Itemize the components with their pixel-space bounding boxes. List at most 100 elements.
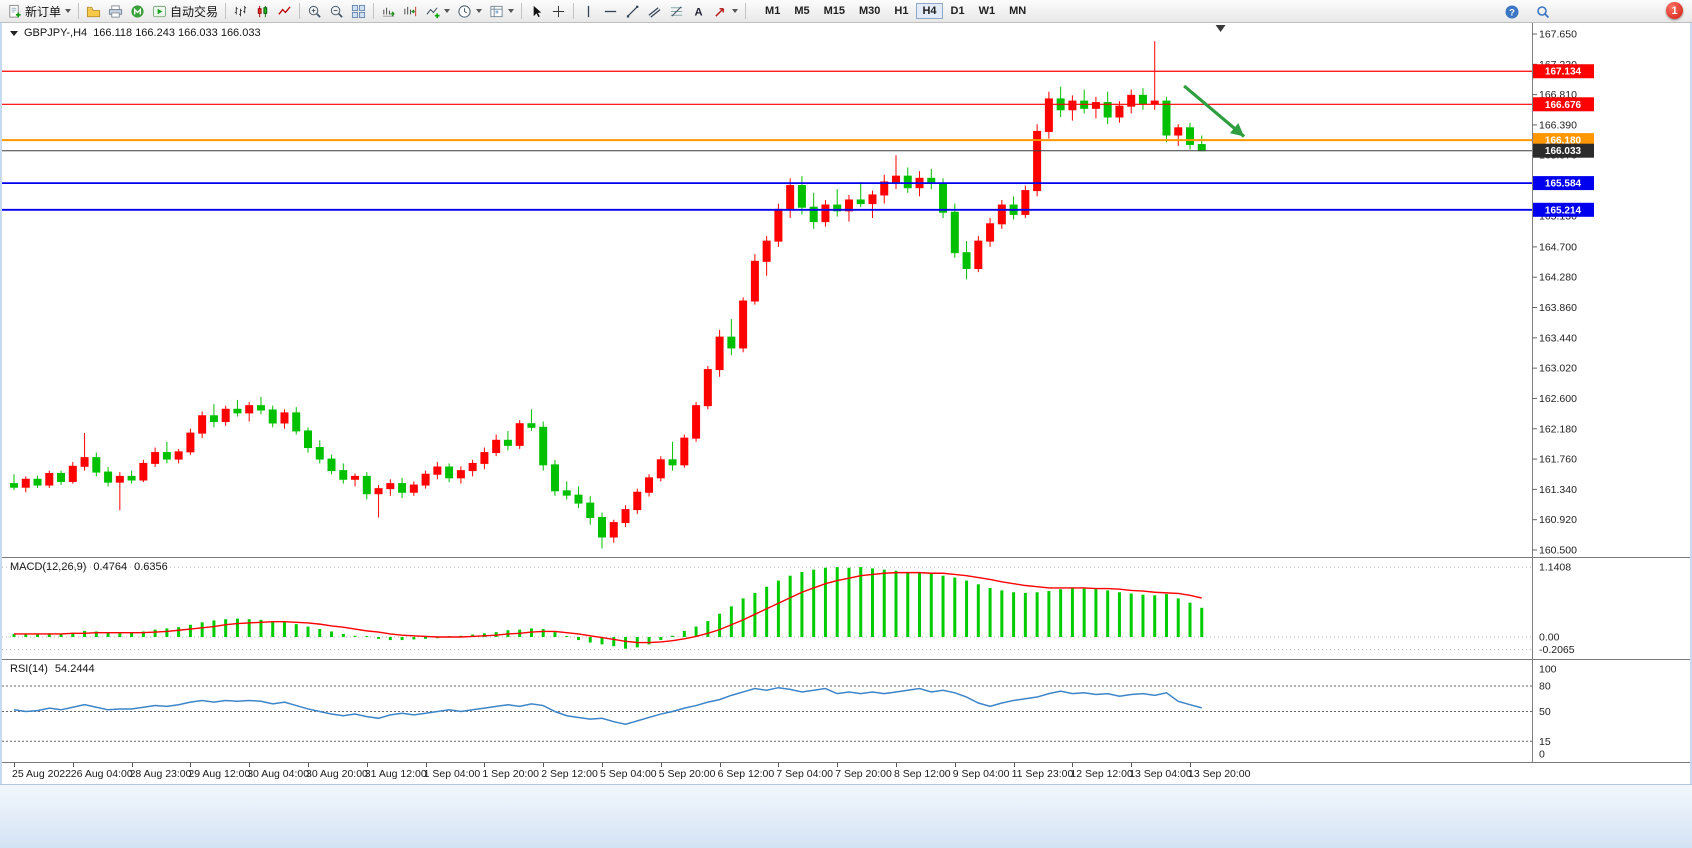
auto-trading-button[interactable]: 自动交易	[149, 2, 221, 21]
price-tick-label: 161.760	[1539, 454, 1577, 466]
arrow-annotation[interactable]	[1183, 84, 1246, 138]
candle	[327, 458, 336, 472]
candle	[950, 211, 959, 254]
macd-label: MACD(12,26,9) 0.4764 0.6356	[10, 561, 168, 573]
profile-button[interactable]	[83, 2, 104, 21]
horizontal-line-button[interactable]	[600, 2, 621, 21]
price-tick-label: 160.500	[1539, 545, 1577, 557]
macd-signal-line	[14, 571, 1202, 644]
rsi-value: 54.2444	[54, 663, 95, 675]
bar-chart-button[interactable]	[230, 2, 251, 21]
time-tick	[1013, 763, 1015, 767]
toolbar-separator	[573, 3, 575, 19]
candle	[127, 475, 136, 481]
tile-windows-button[interactable]	[348, 2, 369, 21]
time-label: 26 Aug 04:00	[70, 768, 133, 780]
candle	[703, 369, 712, 407]
auto-trading-icon	[152, 5, 167, 17]
price-badge	[1533, 64, 1594, 79]
candle	[1127, 94, 1136, 107]
search-button[interactable]	[1532, 2, 1554, 21]
candle	[762, 240, 771, 262]
candle	[1174, 127, 1183, 136]
candle	[1103, 102, 1112, 118]
time-tick	[484, 763, 486, 767]
macd-canvas[interactable]: 1.1408 0.00-0.2065	[2, 557, 1690, 659]
timeframe-mn-button[interactable]: MN	[1009, 5, 1027, 17]
price-tick-label: 164.700	[1539, 241, 1577, 253]
price-badge-label: 167.134	[1545, 67, 1582, 78]
time-tick	[131, 763, 133, 767]
toolbar: 新订单	[0, 0, 1692, 23]
search-icon	[1537, 5, 1550, 18]
line-chart-button[interactable]	[274, 2, 295, 21]
timeframe-w1-button[interactable]: W1	[978, 5, 996, 17]
candle	[503, 439, 512, 446]
candle	[45, 473, 54, 486]
timeframe-h4-button[interactable]: H4	[916, 3, 943, 19]
candle	[750, 260, 759, 302]
print-button[interactable]	[105, 2, 126, 21]
line-chart-icon	[278, 5, 291, 15]
templates-button[interactable]	[486, 2, 517, 21]
candle	[844, 199, 853, 212]
symbol-dropdown-icon[interactable]	[10, 30, 18, 36]
macd-scale-label: 0.00	[1539, 632, 1560, 644]
candle	[92, 457, 101, 473]
vertical-line-button[interactable]	[578, 2, 599, 21]
rsi-panel[interactable]: 100 80 50 15 0 RSI(14) 54.2444	[2, 659, 1690, 762]
zoom-in-button[interactable]	[304, 2, 325, 21]
timeframe-m5-button[interactable]: M5	[794, 5, 810, 17]
rsi-canvas[interactable]: 100 80 50 150	[2, 659, 1690, 762]
candle	[186, 432, 195, 453]
candle	[139, 462, 148, 481]
rsi-scale-label: 0	[1539, 749, 1545, 761]
timeframe-d1-button[interactable]: D1	[950, 5, 965, 17]
cursor-button[interactable]	[526, 2, 547, 21]
time-label: 9 Sep 04:00	[952, 768, 1010, 780]
channel-button[interactable]	[644, 2, 665, 21]
chart-shift-marker[interactable]	[1215, 25, 1226, 32]
candle	[398, 483, 407, 493]
vertical-line-icon	[587, 5, 590, 17]
rsi-line	[13, 686, 1202, 726]
candle	[492, 439, 501, 454]
trendline-button[interactable]	[622, 2, 643, 21]
candle	[856, 199, 865, 205]
fibonacci-button[interactable]	[666, 2, 687, 21]
candle	[80, 457, 89, 467]
candle	[774, 208, 783, 242]
time-label: 31 Aug 12:00	[364, 768, 427, 780]
help-icon: ?	[1505, 5, 1519, 18]
timeframe-m1-button[interactable]: M1	[765, 5, 781, 17]
zoom-out-button[interactable]	[326, 2, 347, 21]
chart-shift-button[interactable]	[400, 2, 421, 21]
main-chart-panel[interactable]: 167.650167.230166.810166.390165.970165.5…	[2, 22, 1690, 557]
new-order-button[interactable]: 新订单	[4, 2, 74, 21]
candle	[1091, 102, 1100, 109]
candlestick-button[interactable]	[252, 2, 273, 21]
periods-button[interactable]	[454, 2, 485, 21]
candle	[221, 408, 230, 423]
time-tick	[425, 763, 427, 767]
timeframe-m30-button[interactable]: M30	[859, 5, 881, 17]
macd-name: MACD(12,26,9)	[10, 561, 87, 573]
candlestick-icon	[257, 5, 268, 17]
candle	[598, 517, 606, 538]
rsi-label: RSI(14) 54.2444	[10, 663, 95, 675]
timeframe-h1-button[interactable]: H1	[894, 5, 909, 17]
macd-panel[interactable]: 1.1408 0.00 -0.2065 MACD(12,26,9) 0.4764 0…	[2, 557, 1690, 659]
community-button[interactable]	[127, 2, 148, 21]
auto-scroll-button[interactable]	[378, 2, 399, 21]
time-axis[interactable]: 25 Aug 2022 26 Aug 04:00 28 Aug 23:00 29 Au…	[2, 762, 1690, 785]
notification-badge[interactable]: 1	[1666, 2, 1683, 19]
crosshair-button[interactable]	[548, 2, 569, 21]
indicators-button[interactable]	[422, 2, 453, 21]
help-button[interactable]: ?	[1501, 2, 1523, 21]
candle	[1044, 98, 1053, 132]
main-chart-canvas[interactable]: 167.650167.230166.810166.390165.970165.5…	[2, 22, 1690, 557]
arrows-button[interactable]	[710, 2, 741, 21]
text-button[interactable]: A	[688, 2, 709, 21]
cursor-icon	[533, 5, 542, 17]
timeframe-m15-button[interactable]: M15	[823, 5, 845, 17]
